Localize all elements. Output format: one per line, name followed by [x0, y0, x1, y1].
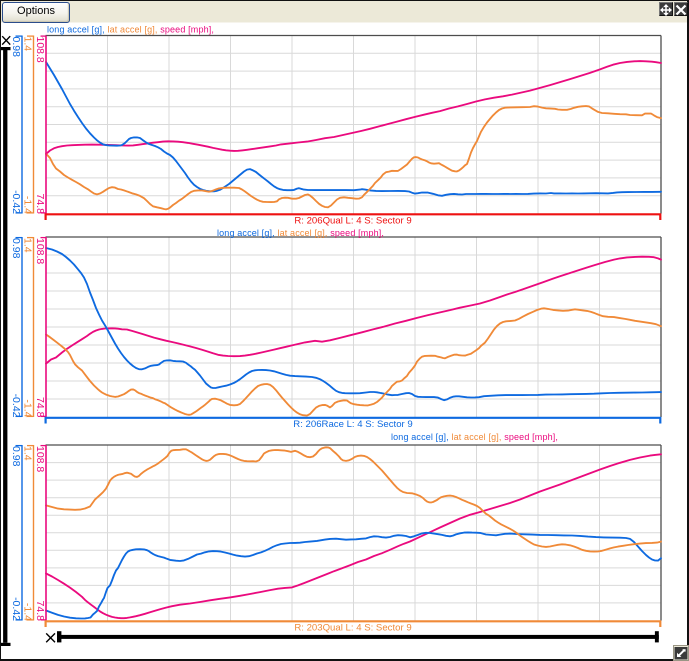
svg-text:R: 206Qual L: 4 S: Sector 9: R: 206Qual L: 4 S: Sector 9	[294, 216, 411, 227]
svg-text:1.4: 1.4	[22, 37, 34, 52]
svg-text:1.4: 1.4	[22, 446, 34, 461]
svg-text:-0.42: -0.42	[10, 394, 22, 418]
svg-text:-0.42: -0.42	[10, 597, 22, 621]
svg-text:long accel [g], lat accel [g],: long accel [g], lat accel [g], speed [mp…	[217, 228, 384, 238]
svg-text:108.8: 108.8	[34, 238, 46, 264]
svg-text:0.98: 0.98	[10, 446, 22, 467]
svg-text:108.8: 108.8	[34, 446, 46, 472]
svg-text:108.8: 108.8	[34, 37, 46, 63]
svg-text:-1.4: -1.4	[22, 196, 34, 214]
svg-text:1.4: 1.4	[22, 238, 34, 253]
svg-text:long accel [g], lat accel [g],: long accel [g], lat accel [g], speed [mp…	[47, 25, 214, 35]
svg-text:74.8: 74.8	[34, 194, 46, 215]
svg-text:R: 203Qual L: 4 S: Sector 9: R: 203Qual L: 4 S: Sector 9	[294, 623, 411, 634]
svg-text:R: 206Race L: 4 S: Sector 9: R: 206Race L: 4 S: Sector 9	[293, 419, 412, 430]
svg-text:0.98: 0.98	[10, 238, 22, 259]
svg-text:-1.4: -1.4	[22, 399, 34, 417]
svg-text:-1.4: -1.4	[22, 603, 34, 621]
svg-text:long accel [g], lat accel [g],: long accel [g], lat accel [g], speed [mp…	[391, 432, 558, 442]
svg-text:74.8: 74.8	[34, 601, 46, 622]
svg-text:-0.42: -0.42	[10, 190, 22, 214]
svg-text:74.8: 74.8	[34, 397, 46, 418]
svg-text:0.98: 0.98	[10, 37, 22, 58]
